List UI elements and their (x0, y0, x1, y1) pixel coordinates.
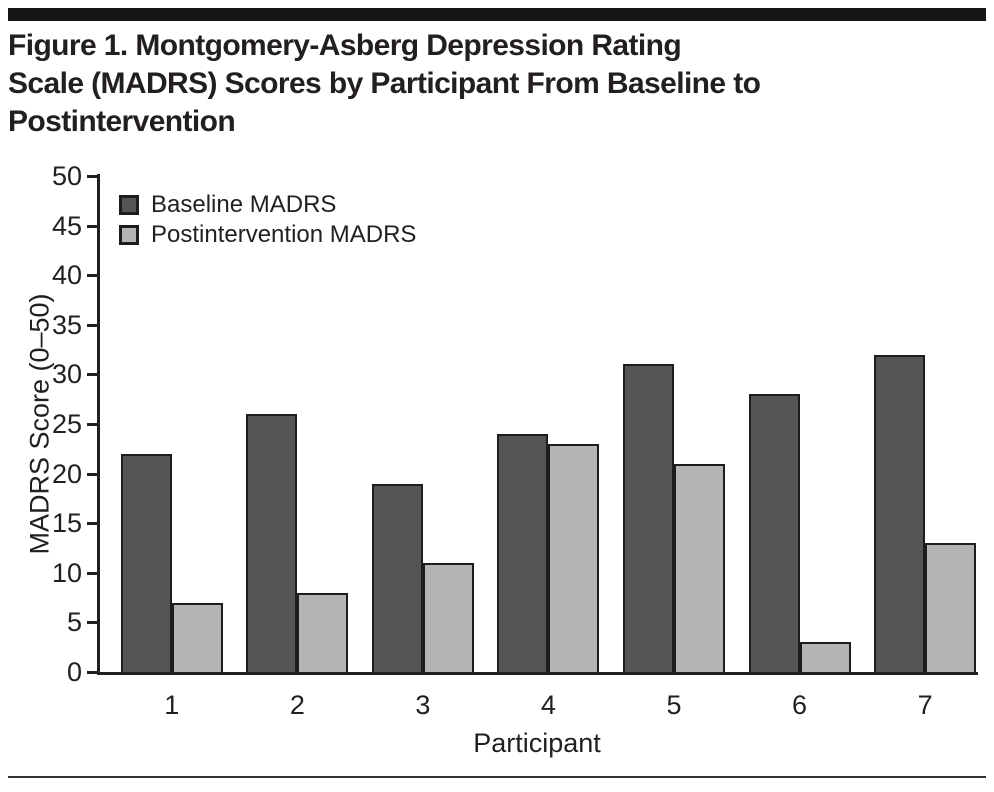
figure-title-line-2: Scale (MADRS) Scores by Participant From… (8, 67, 761, 100)
y-tick-label-15: 15 (51, 508, 82, 539)
postintervention-bar-p4 (548, 444, 600, 675)
y-tick-0 (87, 671, 98, 674)
legend-label: Postintervention MADRS (151, 221, 417, 248)
x-tick-label-4: 4 (540, 690, 556, 720)
y-tick-label-25: 25 (51, 409, 82, 439)
baseline-bar-p1 (120, 454, 172, 675)
y-tick-15 (87, 522, 98, 526)
y-tick-30 (87, 373, 98, 377)
postintervention-bar-p6 (799, 642, 851, 675)
y-tick-20 (87, 472, 98, 476)
baseline-bar-p2 (246, 414, 298, 675)
y-axis-title: MADRS Score (0–50) (24, 293, 55, 555)
y-tick-25 (87, 423, 98, 426)
y-axis-line (97, 174, 100, 675)
y-tick-label-45: 45 (51, 210, 82, 241)
postintervention-bar-p5 (674, 464, 725, 675)
legend-swatch-icon (119, 195, 139, 215)
top-rule (8, 8, 986, 21)
postintervention-bar-p7 (925, 543, 977, 675)
bottom-rule (8, 776, 986, 778)
bar-chart: 0 5 10 15 20 25 30 35 40 45 50 MADRS Score (0–50) … (0, 160, 994, 780)
x-tick-label-6: 6 (792, 690, 808, 720)
baseline-bar-p7 (874, 355, 926, 675)
baseline-bar-p3 (371, 484, 423, 675)
figure-title-line-1: Figure 1. Montgomery-Asberg Depression R… (8, 29, 682, 62)
y-tick-45 (87, 224, 98, 228)
x-tick-label-7: 7 (917, 690, 933, 720)
x-axis-title: Participant (473, 728, 601, 758)
y-tick-35 (87, 323, 98, 327)
y-tick-10 (87, 571, 98, 575)
y-tick-label-0: 0 (66, 657, 82, 687)
y-tick-label-30: 30 (51, 359, 82, 390)
legend-label: Baseline MADRS (151, 191, 337, 218)
y-tick-label-40: 40 (51, 260, 82, 291)
chart-legend: Baseline MADRS Postintervention MADRS (119, 190, 416, 250)
baseline-bar-p6 (748, 394, 800, 675)
legend-swatch-icon (119, 225, 139, 245)
x-tick-label-1: 1 (164, 690, 180, 720)
postintervention-bar-p2 (297, 593, 349, 675)
legend-item-postintervention: Postintervention MADRS (119, 220, 416, 250)
postintervention-bar-p3 (422, 563, 474, 675)
y-tick-label-50: 50 (51, 161, 82, 191)
figure-title: Figure 1. Montgomery-Asberg Depression R… (8, 27, 968, 141)
y-tick-label-35: 35 (51, 309, 82, 340)
x-axis-line (97, 672, 978, 675)
postintervention-bar-p1 (171, 603, 223, 675)
x-tick-label-3: 3 (415, 690, 431, 720)
y-tick-5 (87, 621, 98, 625)
y-tick-label-5: 5 (66, 607, 82, 638)
y-tick-label-20: 20 (51, 458, 82, 489)
x-tick-label-2: 2 (289, 690, 305, 720)
y-tick-40 (87, 274, 98, 278)
figure-title-line-3: Postintervention (8, 105, 236, 138)
baseline-bar-p4 (497, 434, 549, 675)
legend-item-baseline: Baseline MADRS (119, 190, 416, 220)
y-tick-50 (87, 175, 98, 178)
baseline-bar-p5 (623, 364, 674, 675)
x-tick-label-5: 5 (666, 690, 682, 720)
y-tick-label-10: 10 (51, 557, 82, 588)
